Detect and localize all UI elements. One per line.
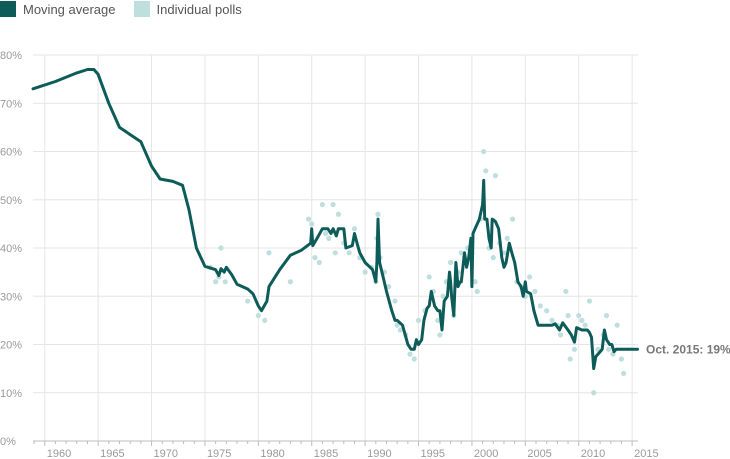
y-tick-label: 60%	[0, 147, 22, 159]
poll-point	[375, 211, 381, 217]
poll-point	[544, 308, 550, 314]
x-tick-label: 1980	[260, 448, 284, 459]
poll-point	[330, 201, 336, 208]
poll-point	[435, 317, 441, 323]
poll-point	[305, 216, 312, 222]
poll-point	[567, 356, 573, 362]
poll-point	[549, 317, 555, 323]
poll-point	[392, 298, 398, 304]
poll-point	[262, 317, 268, 323]
poll-point	[537, 303, 543, 309]
poll-point	[415, 317, 422, 323]
x-tick-label: 1995	[421, 448, 445, 459]
poll-point	[509, 216, 516, 222]
poll-point	[222, 279, 228, 285]
poll-point	[591, 390, 597, 396]
annotation-label: Oct. 2015: 19%	[646, 342, 730, 356]
moving-average-line	[31, 68, 639, 371]
poll-point	[603, 312, 610, 319]
legend-item-individual-polls: Individual polls	[133, 1, 242, 17]
legend-label-moving-average: Moving average	[23, 1, 116, 17]
y-tick-label: 50%	[0, 195, 22, 207]
poll-point	[440, 293, 446, 299]
poll-point	[346, 250, 352, 256]
poll-point	[447, 259, 454, 266]
poll-point	[323, 230, 329, 237]
x-tick-label: 1975	[207, 448, 231, 459]
poll-point	[316, 259, 322, 266]
poll-point	[618, 356, 625, 362]
poll-point	[394, 322, 400, 328]
poll-point	[312, 255, 318, 261]
poll-point	[218, 245, 224, 251]
x-tick-label: 2010	[581, 448, 605, 459]
x-tick-label: 2015	[634, 448, 658, 459]
poll-point	[557, 332, 564, 338]
poll-point	[319, 201, 326, 208]
poll-point	[332, 250, 338, 256]
x-tick-label: 1970	[154, 448, 178, 459]
y-tick-label: 20%	[0, 340, 22, 352]
poll-point	[426, 274, 432, 280]
poll-point	[481, 148, 487, 155]
x-tick-label: 2005	[527, 448, 551, 459]
poll-point	[397, 327, 403, 333]
poll-point	[386, 284, 392, 290]
y-tick-label: 30%	[0, 291, 22, 303]
legend-swatch-individual-polls	[133, 1, 150, 17]
poll-point	[255, 312, 261, 319]
x-tick-label: 2000	[474, 448, 498, 459]
legend-item-moving-average: Moving average	[0, 1, 116, 17]
poll-point	[351, 226, 358, 232]
legend-label-individual-polls: Individual polls	[156, 1, 242, 17]
poll-point	[326, 235, 332, 241]
y-tick-label: 10%	[0, 388, 22, 400]
y-tick-label: 70%	[0, 98, 22, 110]
poll-point	[586, 298, 593, 304]
poll-point	[287, 279, 293, 285]
poll-point	[527, 274, 533, 280]
poll-point	[472, 279, 478, 285]
poll-point	[614, 322, 620, 328]
poll-point	[576, 312, 582, 319]
poll-point	[474, 288, 480, 295]
x-tick-label: 1985	[314, 448, 338, 459]
poll-point	[532, 288, 538, 295]
y-tick-label: 80%	[0, 50, 22, 62]
poll-point	[504, 235, 510, 241]
poll-point	[582, 322, 588, 328]
poll-point	[362, 269, 368, 275]
legend-swatch-moving-average	[0, 1, 16, 17]
poll-point	[571, 346, 578, 352]
poll-point	[266, 250, 272, 256]
chart-legend: Moving average Individual polls	[0, 0, 242, 18]
x-tick-label: 1990	[367, 448, 391, 459]
poll-point	[245, 298, 251, 304]
poll-point	[490, 255, 496, 261]
poll-point	[565, 312, 571, 319]
y-tick-label: 0%	[0, 436, 16, 448]
poll-point	[492, 173, 499, 179]
poll-point	[620, 370, 627, 377]
poll-point	[563, 288, 569, 295]
poll-point	[458, 250, 464, 256]
poll-point	[309, 221, 315, 227]
poll-point	[335, 211, 342, 217]
poll-point	[407, 351, 413, 357]
poll-point	[213, 279, 219, 285]
poll-point	[606, 346, 612, 352]
poll-point	[483, 168, 489, 174]
x-tick-label: 1965	[100, 448, 124, 459]
poll-point	[411, 356, 417, 362]
poll-point	[437, 332, 443, 338]
x-tick-label: 1960	[47, 448, 71, 459]
poll-point	[579, 317, 585, 323]
y-tick-label: 40%	[0, 243, 22, 255]
